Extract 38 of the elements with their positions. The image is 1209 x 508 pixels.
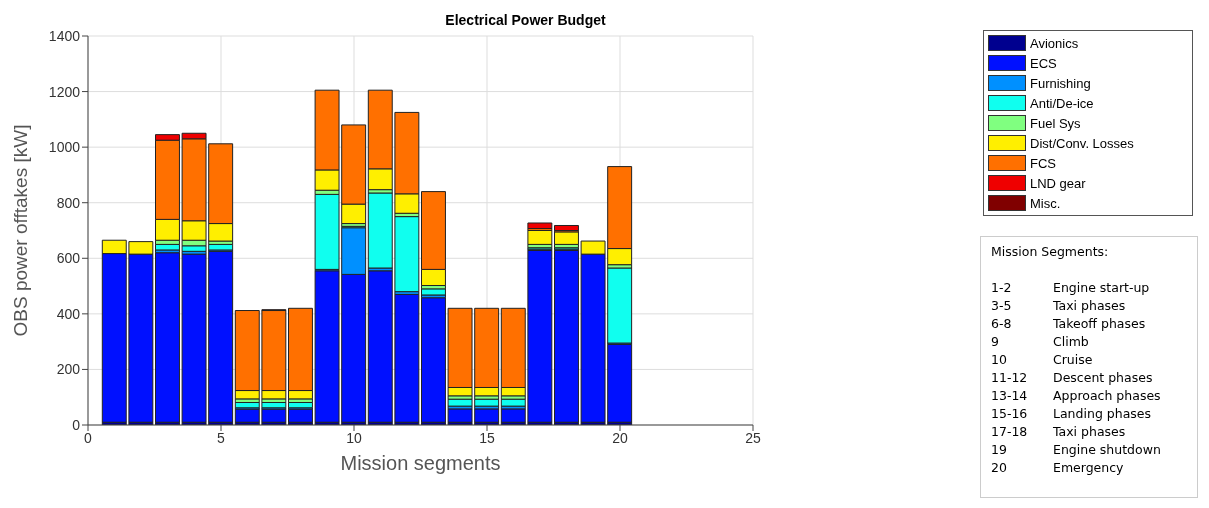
text: 13-14 Approach phases xyxy=(991,388,1161,403)
y-tick-label: 1200 xyxy=(48,83,81,100)
text: 3-5 Taxi phases xyxy=(991,298,1126,313)
y-tick-label: 0 xyxy=(72,416,81,433)
y-tick-label: 1000 xyxy=(48,139,81,156)
text: 11-12 Descent phases xyxy=(991,370,1153,385)
text: 1-2 Engine start-up xyxy=(991,280,1150,295)
text: Mission Segments: xyxy=(991,243,1110,261)
x-tick-label: 5 xyxy=(217,429,226,446)
text: 19 Engine shutdown xyxy=(991,442,1161,457)
legend-label: Anti/De-ice xyxy=(1030,95,1094,111)
y-tick-label: 1400 xyxy=(48,27,81,44)
y-tick-label: 800 xyxy=(56,194,81,211)
text: 9 Climb xyxy=(991,334,1089,349)
legend-label: Dist/Conv. Losses xyxy=(1030,135,1134,151)
legend-label: LND gear xyxy=(1030,175,1086,191)
text: 10 Cruise xyxy=(991,352,1093,367)
x-axis-title: Mission segments xyxy=(340,452,501,474)
text: 20 Emergency xyxy=(991,460,1124,475)
y-tick-label: 400 xyxy=(56,305,81,322)
x-tick-label: 15 xyxy=(479,429,495,446)
text: 6-8 Takeoff phases xyxy=(991,316,1146,331)
text: 17-18 Taxi phases xyxy=(991,424,1126,439)
legend-label: ECS xyxy=(1030,55,1057,71)
legend-label: FCS xyxy=(1030,155,1056,171)
legend-label: Avionics xyxy=(1030,35,1079,51)
x-tick-label: 20 xyxy=(612,429,628,446)
x-tick-label: 0 xyxy=(84,429,93,446)
legend-label: Furnishing xyxy=(1030,75,1091,91)
legend-label: Misc. xyxy=(1030,195,1061,211)
x-tick-label: 10 xyxy=(346,429,362,446)
legend-label: Fuel Sys xyxy=(1030,115,1081,131)
y-tick-label: 600 xyxy=(56,250,81,267)
y-tick-label: 200 xyxy=(56,361,81,378)
chart-title: Electrical Power Budget xyxy=(444,12,607,28)
y-axis-title: OBS power offtakes [kW] xyxy=(9,124,31,337)
x-tick-label: 25 xyxy=(745,429,761,446)
text: 15-16 Landing phases xyxy=(991,406,1152,421)
